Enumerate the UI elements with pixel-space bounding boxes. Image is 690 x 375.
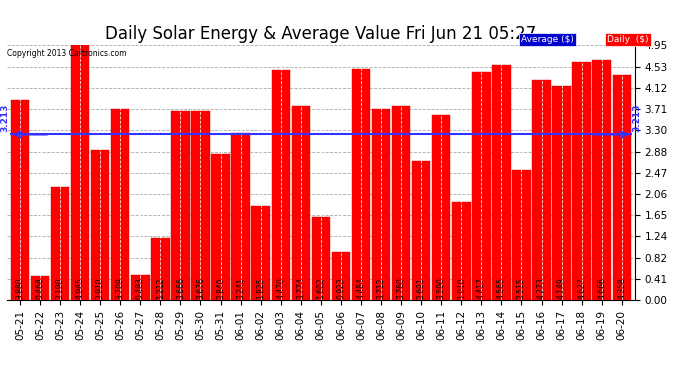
Text: 3.880: 3.880 [15, 278, 24, 299]
Text: 0.493: 0.493 [136, 277, 145, 299]
Bar [251, 206, 270, 300]
Text: 3.712: 3.712 [377, 278, 386, 299]
Bar [332, 252, 350, 300]
Text: 4.417: 4.417 [477, 277, 486, 299]
Text: 3.213: 3.213 [0, 104, 9, 132]
Text: 2.190: 2.190 [56, 278, 65, 299]
Bar [111, 109, 130, 300]
Bar [472, 72, 491, 300]
Bar [613, 75, 631, 300]
Text: 4.358: 4.358 [618, 277, 627, 299]
Text: 2.840: 2.840 [216, 278, 225, 299]
Text: 4.945: 4.945 [76, 277, 85, 299]
Bar [352, 69, 371, 300]
Text: 4.273: 4.273 [537, 277, 546, 299]
Bar [452, 202, 471, 300]
Text: 2.910: 2.910 [96, 278, 105, 299]
Text: 4.565: 4.565 [497, 277, 506, 299]
Bar [91, 150, 110, 300]
Bar [271, 70, 290, 300]
Text: 0.923: 0.923 [337, 277, 346, 299]
Bar [231, 133, 250, 300]
Text: 4.666: 4.666 [598, 277, 607, 299]
Text: 2.691: 2.691 [417, 278, 426, 299]
Text: Daily  ($): Daily ($) [607, 35, 649, 44]
Bar [553, 86, 571, 300]
Text: Copyright 2013 Cartronics.com: Copyright 2013 Cartronics.com [7, 49, 126, 58]
Text: 4.149: 4.149 [557, 277, 566, 299]
Text: 4.470: 4.470 [276, 277, 285, 299]
Bar [51, 187, 69, 300]
Bar [292, 106, 310, 300]
Bar [171, 111, 190, 300]
Text: 3.774: 3.774 [296, 277, 305, 299]
Bar [31, 276, 49, 300]
Text: 3.590: 3.590 [437, 277, 446, 299]
Bar [492, 65, 511, 300]
Bar [191, 111, 210, 300]
Text: 1.825: 1.825 [256, 278, 265, 299]
Text: 0.468: 0.468 [35, 277, 44, 299]
Bar [11, 100, 29, 300]
Bar [412, 161, 431, 300]
Bar [532, 80, 551, 300]
Bar [312, 217, 330, 300]
Text: 3.213: 3.213 [633, 104, 642, 132]
Bar [573, 62, 591, 300]
Text: 3.760: 3.760 [397, 277, 406, 299]
Text: 3.241: 3.241 [236, 278, 245, 299]
Text: 3.676: 3.676 [196, 277, 205, 299]
Bar [151, 238, 170, 300]
Bar [432, 115, 451, 300]
Text: 1.212: 1.212 [156, 278, 165, 299]
Text: 3.666: 3.666 [176, 277, 185, 299]
Bar [372, 109, 391, 300]
Text: 1.602: 1.602 [316, 278, 326, 299]
Bar [211, 154, 230, 300]
Bar [512, 171, 531, 300]
Bar [593, 60, 611, 300]
Text: Average ($): Average ($) [521, 35, 574, 44]
Text: 2.515: 2.515 [517, 278, 526, 299]
Text: 4.627: 4.627 [577, 277, 586, 299]
Text: 1.910: 1.910 [457, 278, 466, 299]
Bar [131, 274, 150, 300]
Bar [392, 106, 411, 300]
Text: 4.484: 4.484 [357, 277, 366, 299]
Title: Daily Solar Energy & Average Value Fri Jun 21 05:27: Daily Solar Energy & Average Value Fri J… [106, 26, 537, 44]
Bar [71, 45, 89, 300]
Text: 3.709: 3.709 [116, 277, 125, 299]
